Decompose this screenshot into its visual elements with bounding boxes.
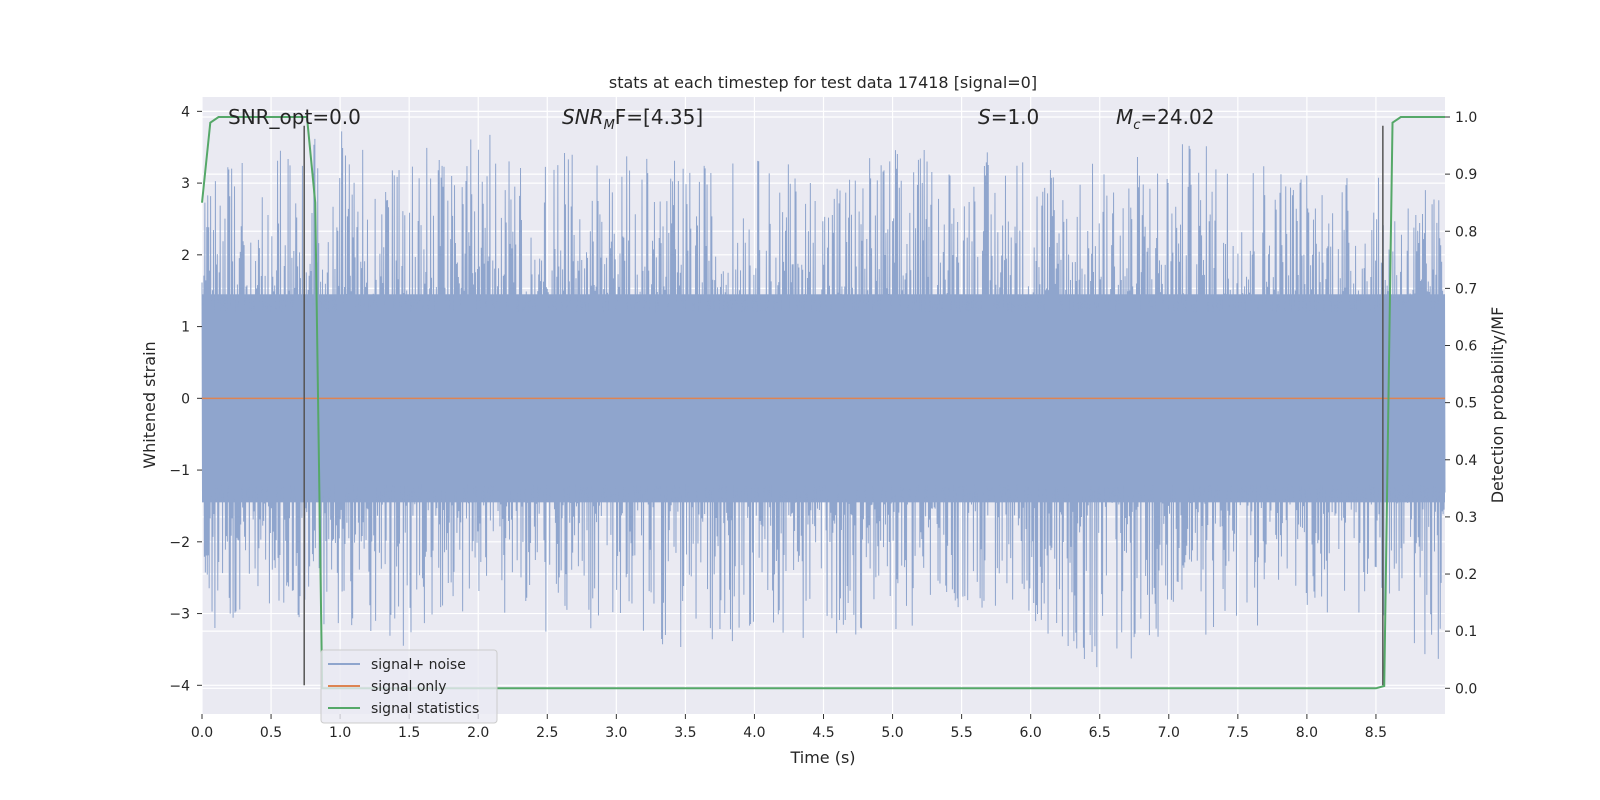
vertical-markers bbox=[303, 125, 1384, 686]
annotation-snr-opt: SNR_opt=0.0 bbox=[228, 105, 361, 129]
x-tick-label: 0.0 bbox=[191, 725, 213, 741]
x-tick-label: 8.0 bbox=[1296, 725, 1318, 741]
x-tick-label: 5.5 bbox=[950, 725, 972, 741]
y-tick-label: 2 bbox=[181, 248, 190, 264]
y2-tick-label: 0.2 bbox=[1455, 567, 1477, 583]
y-tick-label: −3 bbox=[169, 607, 190, 623]
y2-axis-label: Detection probability/MF bbox=[1488, 307, 1507, 504]
y-tick-label: 4 bbox=[181, 104, 190, 120]
y-tick-label: −1 bbox=[169, 463, 190, 479]
y-axis-label: Whitened strain bbox=[140, 341, 159, 468]
x-tick-label: 1.5 bbox=[398, 725, 420, 741]
series-signal-statistics bbox=[201, 116, 1445, 690]
y-axis-ticks: 4 3 2 1 0 −1 −2 −3 −4 bbox=[169, 104, 202, 694]
y2-axis-ticks: 1.0 0.9 0.8 0.7 0.6 0.5 0.4 0.3 0.2 0.1 0.0 bbox=[1445, 110, 1477, 697]
y2-tick-label: 0.6 bbox=[1455, 339, 1477, 355]
y2-tick-label: 0.4 bbox=[1455, 453, 1477, 469]
x-axis-ticks: 0.0 0.5 1.0 1.5 2.0 2.5 3.0 3.5 4.0 4.5 5.0 5.5 6.0 6… bbox=[191, 714, 1387, 741]
legend-box bbox=[320, 649, 498, 724]
y2-tick-label: 0.3 bbox=[1455, 510, 1477, 526]
y-tick-label: 0 bbox=[181, 391, 190, 407]
y-tick-label: −2 bbox=[169, 535, 190, 551]
annotation-snr-mf: SNRMF=[4.35] bbox=[562, 105, 703, 133]
legend-label-signal-statistics: signal statistics bbox=[371, 701, 479, 717]
y2-tick-label: 0.9 bbox=[1455, 167, 1477, 183]
x-tick-label: 4.0 bbox=[743, 725, 765, 741]
legend-label-signal-noise: signal+ noise bbox=[371, 657, 466, 673]
y2-tick-label: 0.8 bbox=[1455, 224, 1477, 240]
chart-title: stats at each timestep for test data 174… bbox=[609, 73, 1037, 92]
y2-tick-label: 0.7 bbox=[1455, 281, 1477, 297]
y-tick-label: 3 bbox=[181, 176, 190, 192]
x-tick-label: 8.5 bbox=[1365, 725, 1387, 741]
legend: signal+ noise signal only signal statist… bbox=[320, 649, 498, 724]
x-axis-label: Time (s) bbox=[789, 748, 855, 767]
signal-statistics-line bbox=[201, 116, 1445, 690]
x-tick-label: 1.0 bbox=[329, 725, 351, 741]
x-tick-label: 7.5 bbox=[1227, 725, 1249, 741]
legend-label-signal-only: signal only bbox=[371, 679, 446, 695]
x-tick-label: 5.0 bbox=[881, 725, 903, 741]
noise-trace bbox=[201, 131, 1446, 668]
y2-tick-label: 0.0 bbox=[1455, 681, 1477, 697]
x-tick-label: 2.5 bbox=[536, 725, 558, 741]
y2-tick-label: 0.5 bbox=[1455, 396, 1477, 412]
x-tick-label: 4.5 bbox=[812, 725, 834, 741]
y-tick-label: 1 bbox=[181, 320, 190, 336]
x-tick-label: 7.0 bbox=[1158, 725, 1180, 741]
annotation-s: S=1.0 bbox=[978, 105, 1039, 129]
x-tick-label: 3.5 bbox=[674, 725, 696, 741]
x-tick-label: 3.0 bbox=[605, 725, 627, 741]
x-tick-label: 0.5 bbox=[260, 725, 282, 741]
annotation-mc: Mc=24.02 bbox=[1116, 105, 1214, 133]
x-tick-label: 2.0 bbox=[467, 725, 489, 741]
y2-tick-label: 1.0 bbox=[1455, 110, 1477, 126]
y-tick-label: −4 bbox=[169, 678, 190, 694]
x-tick-label: 6.0 bbox=[1020, 725, 1042, 741]
x-tick-label: 6.5 bbox=[1089, 725, 1111, 741]
y2-tick-label: 0.1 bbox=[1455, 624, 1477, 640]
